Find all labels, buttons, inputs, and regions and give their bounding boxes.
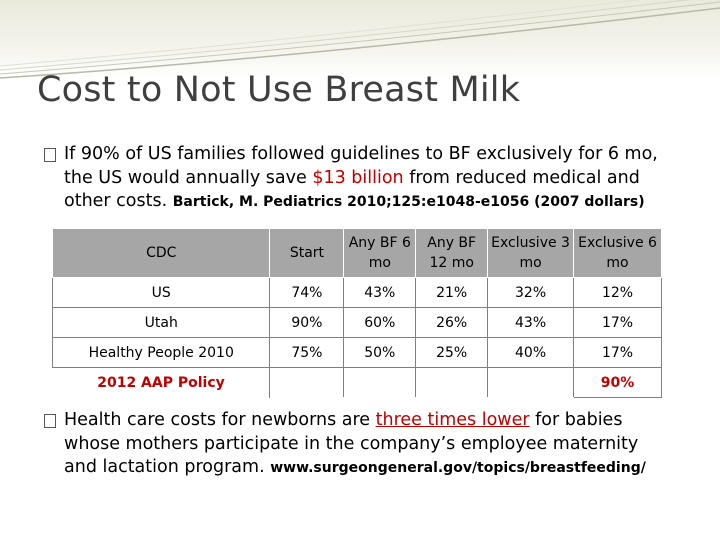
header-band — [0, 0, 720, 80]
row-label: Healthy People 2010 — [51, 337, 271, 368]
bullet-health-costs: Health care costs for newborns are three… — [44, 409, 684, 481]
bullet-box-icon — [44, 148, 56, 162]
table-cell: 50% — [343, 337, 417, 368]
table-cell: 17% — [573, 307, 662, 338]
header-cell: CDC — [51, 228, 271, 278]
source-url: www.surgeongeneral.gov/topics/breastfeed… — [270, 460, 646, 476]
table-cell: 90% — [269, 307, 345, 338]
row-label: 2012 AAP Policy — [52, 367, 271, 398]
header-cell: Any BF 6 mo — [343, 228, 417, 278]
bullet1-line2-post: from reduced medical and — [403, 167, 640, 188]
bullet2-line2: whose mothers participate in the company… — [64, 433, 639, 454]
table-cell: 43% — [343, 277, 417, 308]
table-cell: 26% — [415, 307, 489, 338]
citation: Bartick, M. Pediatrics 2010;125:e1048-e1… — [172, 194, 645, 210]
row-label: US — [51, 277, 271, 308]
aap-target-cell: 90% — [573, 367, 662, 398]
row-label: Utah — [51, 307, 271, 338]
bullet2-post: for babies — [529, 410, 623, 430]
table-cell — [343, 367, 417, 398]
table-cell: 75% — [269, 337, 345, 368]
bullet2-pre: Health care costs for newborns are — [64, 410, 376, 430]
table-cell — [269, 367, 345, 398]
table-row: 2012 AAP Policy 90% — [52, 367, 662, 398]
table-cell — [487, 367, 575, 398]
table-cell: 21% — [415, 277, 489, 308]
table-row: Healthy People 2010 75% 50% 25% 40% 17% — [51, 337, 662, 368]
savings-amount: $13 billion — [312, 167, 404, 188]
table-cell: 25% — [415, 337, 489, 368]
table-cell: 74% — [269, 277, 345, 308]
table-cell: 60% — [343, 307, 417, 338]
table-cell: 43% — [487, 307, 575, 338]
table-row: US 74% 43% 21% 32% 12% — [51, 277, 662, 308]
bullet-box-icon — [44, 414, 56, 428]
header-cell: Start — [269, 228, 345, 278]
table-header-row: CDC Start Any BF 6 mo Any BF 12 mo Exclu… — [51, 228, 662, 278]
decorative-swoosh — [0, 0, 720, 79]
bullet-savings: If 90% of US families followed guideline… — [44, 143, 684, 215]
bullet1-line1: If 90% of US families followed guideline… — [64, 144, 658, 164]
table-cell: 40% — [487, 337, 575, 368]
bullet2-line3: and lactation program. — [64, 457, 271, 477]
bullet1-line3: other costs. — [64, 191, 173, 211]
table-cell — [415, 367, 489, 398]
table-cell: 17% — [573, 337, 662, 368]
three-times-lower: three times lower — [375, 410, 530, 430]
slide-title: Cost to Not Use Breast Milk — [37, 70, 521, 110]
header-cell: Exclusive 3 mo — [487, 228, 575, 278]
bullet1-line2-pre: the US would annually save — [64, 167, 313, 188]
header-cell: Any BF 12 mo — [415, 228, 489, 278]
table-cell: 32% — [487, 277, 575, 308]
header-cell: Exclusive 6 mo — [573, 228, 662, 278]
table-cell: 12% — [573, 277, 662, 308]
table-row: Utah 90% 60% 26% 43% 17% — [51, 307, 662, 338]
breastfeeding-rates-table: CDC Start Any BF 6 mo Any BF 12 mo Exclu… — [51, 228, 662, 398]
